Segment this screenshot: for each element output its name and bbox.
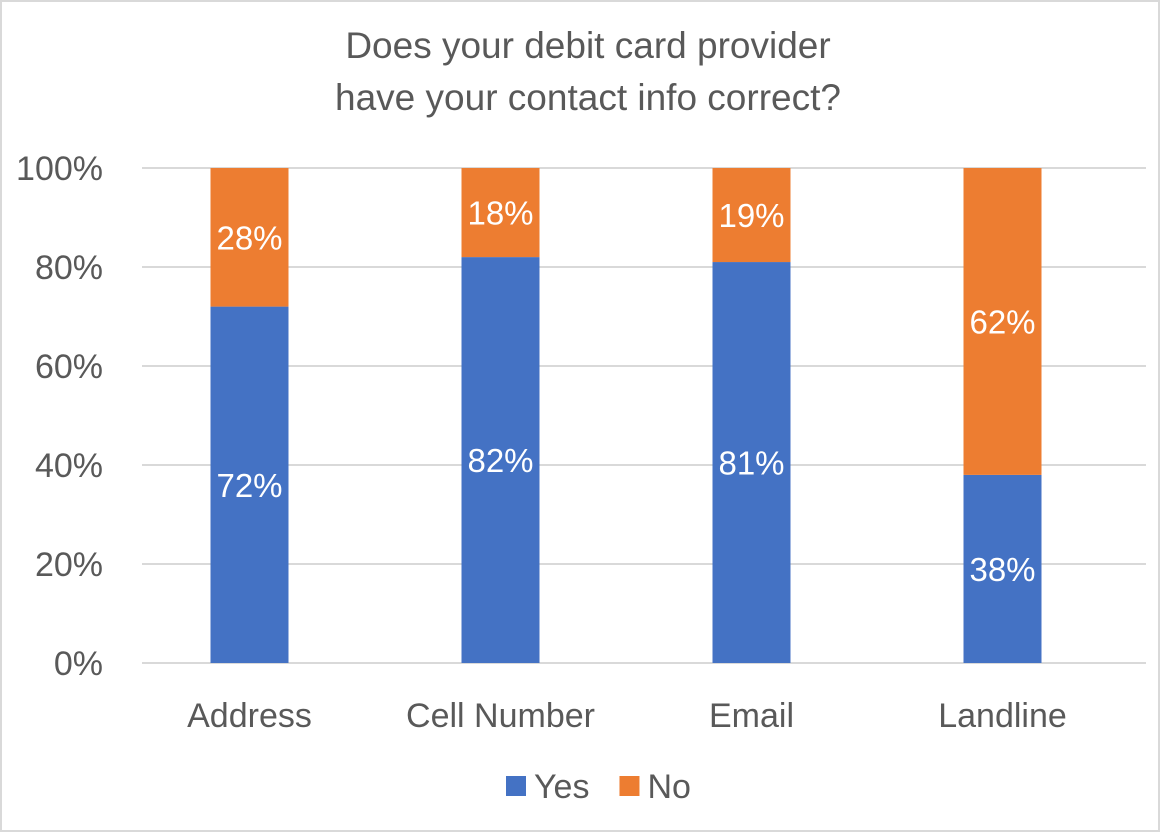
y-tick-label: 40% [35, 447, 103, 485]
y-axis: 0% 20% 40% 60% 80% 100% [16, 150, 103, 683]
data-label: 82% [467, 442, 533, 479]
y-tick-label: 60% [35, 348, 103, 386]
bar-no [461, 168, 540, 258]
x-tick-label: Address [187, 697, 312, 735]
bar-no [963, 168, 1042, 475]
data-label: 81% [718, 445, 784, 482]
x-tick-label: Cell Number [406, 697, 595, 735]
y-tick-label: 20% [35, 546, 103, 584]
bar-no [210, 168, 289, 307]
chart-title-line-1: Does your debit card provider [345, 25, 830, 66]
y-tick-label: 100% [16, 150, 103, 188]
data-label: 28% [216, 219, 282, 256]
data-label: 38% [969, 551, 1035, 588]
y-tick-label: 0% [54, 645, 103, 683]
data-label: 72% [216, 467, 282, 504]
legend: Yes No [506, 768, 691, 806]
x-tick-label: Landline [938, 697, 1067, 735]
chart-title-line-2: have your contact info correct? [335, 77, 841, 118]
bar-yes [461, 257, 540, 663]
bar-no [712, 168, 791, 263]
data-label: 62% [969, 303, 1035, 340]
x-axis: Address Cell Number Email Landline [187, 697, 1067, 735]
legend-swatch-no [619, 776, 640, 796]
data-label: 19% [718, 197, 784, 234]
legend-swatch-yes [506, 776, 526, 796]
x-tick-label: Email [709, 697, 794, 735]
y-tick-label: 80% [35, 249, 103, 287]
legend-label: No [647, 768, 690, 806]
bar-yes [963, 474, 1042, 663]
data-label: 18% [467, 195, 533, 232]
legend-label: Yes [534, 768, 589, 806]
bar-yes [210, 306, 289, 663]
bars: 72% 28% 82% 18% 81% 19% 38% 62% [210, 168, 1042, 663]
bar-yes [712, 262, 791, 663]
